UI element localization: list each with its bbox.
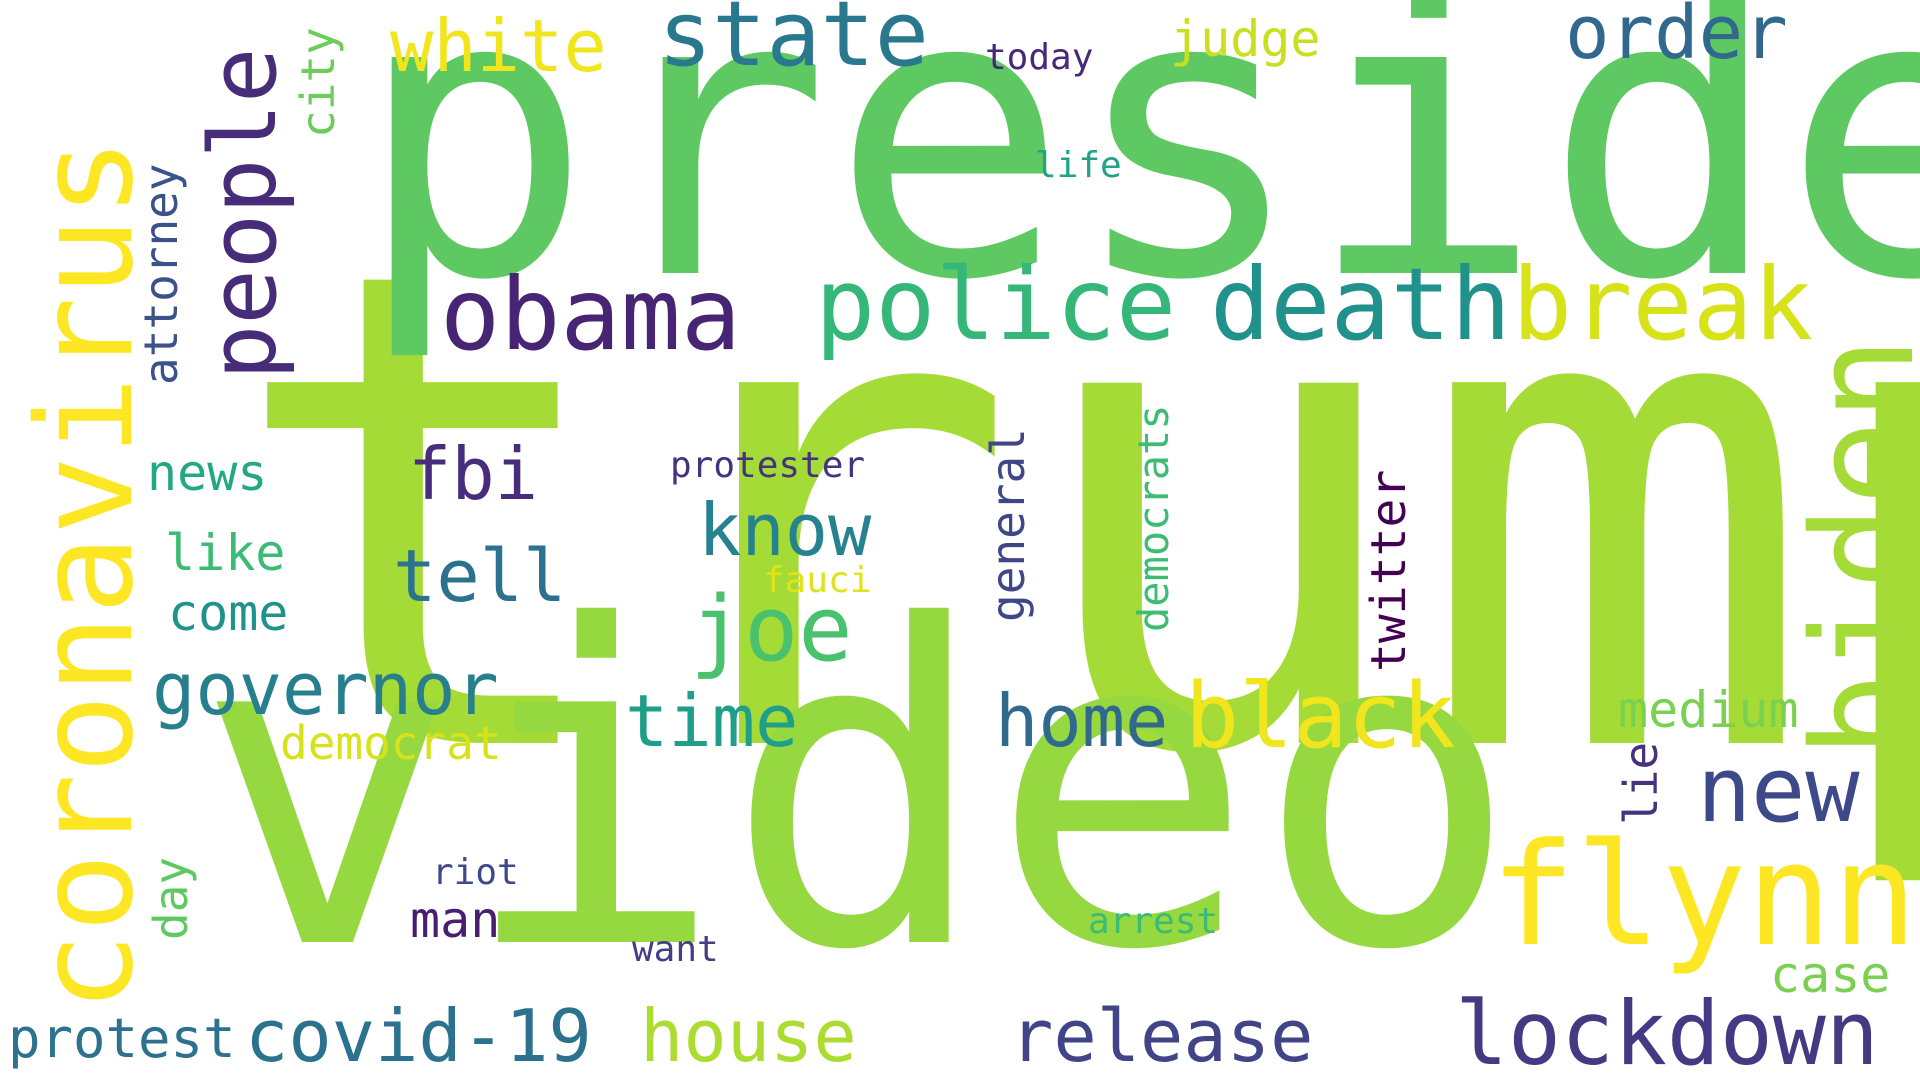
- word-fauci: fauci: [763, 560, 872, 601]
- word-democrats: democrats: [1129, 404, 1178, 632]
- word-death: death: [1210, 246, 1512, 363]
- word-state: state: [658, 0, 929, 87]
- word-general: general: [981, 428, 1035, 622]
- word-flynn: flynn: [1490, 813, 1918, 978]
- word-obama: obama: [440, 256, 742, 373]
- word-democrat: democrat: [280, 716, 502, 770]
- word-black: black: [1185, 664, 1456, 769]
- word-twitter: twitter: [1361, 469, 1417, 672]
- word-attorney: attorney: [134, 163, 188, 385]
- word-tell: tell: [393, 534, 567, 618]
- word-today: today: [985, 37, 1094, 78]
- word-life: life: [1035, 145, 1122, 186]
- word-lockdown: lockdown: [1455, 982, 1879, 1085]
- word-house: house: [640, 994, 857, 1078]
- word-man: man: [410, 891, 501, 949]
- word-break: break: [1512, 246, 1814, 363]
- word-protester: protester: [670, 445, 866, 486]
- word-lie: lie: [1614, 741, 1668, 825]
- word-new: new: [1697, 738, 1860, 843]
- word-city: city: [291, 27, 345, 138]
- word-judge: judge: [1170, 10, 1321, 68]
- word-riot: riot: [432, 852, 519, 893]
- word-case: case: [1770, 946, 1891, 1004]
- word-know: know: [698, 488, 872, 572]
- word-day: day: [144, 856, 198, 940]
- word-time: time: [625, 679, 799, 763]
- word-coronavirus: coronavirus: [9, 137, 163, 1012]
- word-president: president: [355, 0, 1920, 367]
- word-fbi: fbi: [408, 432, 539, 516]
- word-joe: joe: [690, 577, 853, 682]
- word-news: news: [147, 444, 268, 502]
- word-home: home: [995, 679, 1169, 763]
- word-governor: governor: [152, 647, 499, 731]
- word-order: order: [1565, 0, 1788, 76]
- word-police: police: [815, 246, 1177, 363]
- word-come: come: [168, 584, 289, 642]
- word-biden: biden: [1783, 336, 1920, 758]
- word-medium: medium: [1618, 681, 1799, 739]
- word-people: people: [190, 47, 297, 380]
- word-arrest: arrest: [1088, 901, 1219, 942]
- word-protest: protest: [8, 1007, 236, 1070]
- word-video: video: [195, 534, 1520, 1046]
- word-release: release: [1010, 994, 1314, 1078]
- word-like: like: [165, 524, 286, 582]
- word-covid: covid-19: [245, 994, 592, 1078]
- word-white: white: [390, 4, 607, 88]
- word-want: want: [632, 929, 719, 970]
- word-trump: trump: [225, 130, 1920, 899]
